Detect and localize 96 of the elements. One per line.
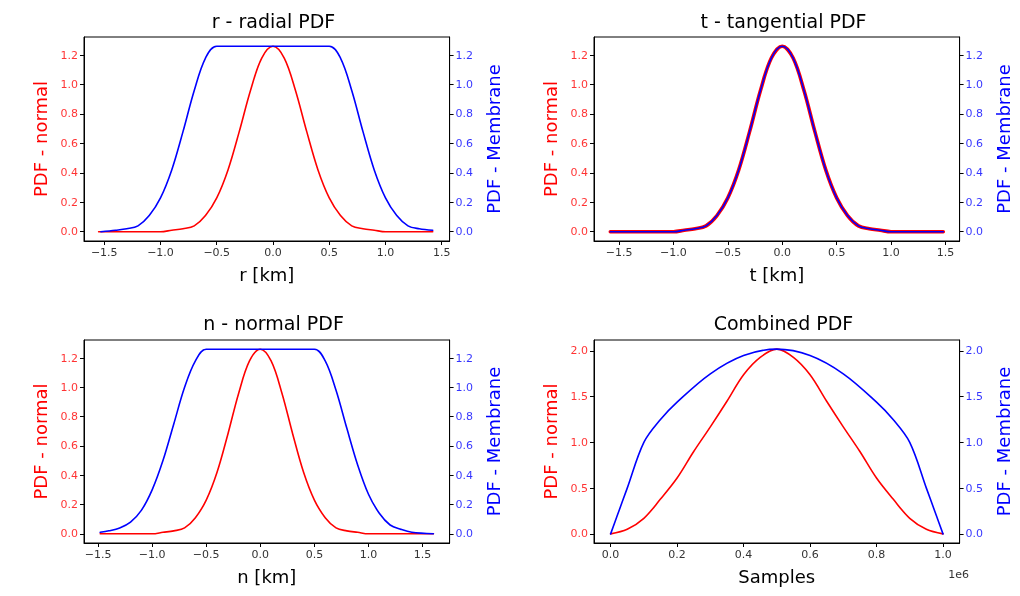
y-tick-label: 0.2 — [60, 195, 78, 209]
y-tick-label: 0.0 — [570, 225, 588, 239]
y-tick-label: 1.0 — [60, 78, 78, 92]
x-tick-label: 1.0 — [376, 246, 395, 259]
chart-title: t - tangential PDF — [700, 9, 867, 32]
y2-tick-label: 1.0 — [965, 435, 984, 449]
y-axis-title: PDF - normal — [540, 383, 562, 500]
y-tick-label: 1.2 — [60, 351, 78, 365]
x-tick-label: 1.0 — [882, 246, 900, 259]
y2-tick-label: 1.2 — [965, 48, 984, 62]
x-axis-title: t [km] — [749, 263, 805, 285]
chart-title: n - normal PDF — [203, 311, 344, 334]
y-tick-label: 0.6 — [60, 136, 78, 150]
x-tick-label: −1.0 — [147, 246, 174, 259]
y2-tick-label: 0.6 — [455, 136, 474, 150]
y-tick-label: 0.4 — [60, 166, 78, 180]
x-tick-label: −1.5 — [90, 246, 118, 259]
chart-title: r - radial PDF — [211, 9, 336, 32]
y2-tick-label: 0.8 — [455, 107, 474, 121]
y2-tick-label: 0.2 — [455, 195, 474, 209]
y2-tick-label: 2.0 — [965, 344, 984, 358]
y2-tick-label: 1.2 — [455, 48, 474, 62]
x-tick-label: 1.0 — [359, 548, 378, 561]
y2-tick-label: 0.0 — [455, 527, 474, 541]
x-tick-label: 0.0 — [773, 246, 791, 259]
y2-tick-label: 0.4 — [455, 468, 474, 482]
y2-tick-label: 0.0 — [965, 527, 984, 541]
y-tick-label: 0.0 — [60, 527, 78, 541]
y2-tick-label: 1.0 — [965, 78, 984, 92]
y2-axis-title: PDF - Membrane — [482, 64, 504, 214]
x-tick-label: 0.0 — [601, 548, 620, 561]
y2-tick-label: 1.5 — [965, 390, 984, 404]
y2-tick-label: 1.0 — [455, 380, 474, 394]
y-axis-title: PDF - normal — [540, 80, 562, 198]
x-axis-title: r [km] — [239, 263, 295, 285]
x-tick-label: −0.5 — [203, 246, 231, 259]
y2-tick-label: 0.2 — [965, 195, 984, 209]
y-tick-label: 0.0 — [570, 527, 588, 541]
x-tick-label: −0.5 — [192, 548, 220, 561]
y-tick-label: 0.4 — [570, 166, 588, 180]
y-tick-label: 0.8 — [570, 107, 588, 121]
y2-axis-title: PDF - Membrane — [992, 366, 1014, 517]
x-tick-label: 0.5 — [320, 246, 338, 259]
x-tick-label: −1.0 — [138, 548, 166, 561]
x-tick-label: 0.2 — [668, 548, 686, 561]
y-axis-title: PDF - normal — [30, 80, 52, 198]
y2-tick-label: 0.4 — [455, 166, 474, 180]
y2-axis-title: PDF - Membrane — [482, 366, 504, 517]
y-tick-label: 1.0 — [570, 78, 588, 92]
y2-tick-label: 0.8 — [965, 107, 984, 121]
y2-tick-label: 0.6 — [455, 439, 474, 453]
chart-title: Combined PDF — [713, 311, 854, 334]
y-tick-label: 1.2 — [60, 48, 78, 62]
x-tick-label: 0.4 — [734, 548, 753, 561]
y2-tick-label: 1.0 — [455, 78, 474, 92]
x-tick-label: 1.5 — [432, 246, 451, 259]
x-tick-label: 0.6 — [801, 548, 819, 561]
text: 1e6 — [948, 568, 969, 581]
x-tick-label: −1.0 — [660, 246, 687, 259]
x-tick-label: 0.5 — [305, 548, 324, 561]
y-tick-label: 0.8 — [60, 107, 78, 121]
y-tick-label: 0.8 — [60, 410, 78, 424]
y-tick-label: 0.6 — [570, 136, 588, 150]
x-tick-label: 1.5 — [413, 548, 432, 561]
y-tick-label: 0.5 — [570, 481, 588, 495]
y-tick-label: 1.2 — [570, 48, 588, 62]
y2-tick-label: 1.2 — [455, 351, 474, 365]
x-tick-label: 0.5 — [827, 246, 846, 259]
x-tick-label: 1.5 — [936, 246, 955, 259]
x-tick-label: −1.5 — [84, 548, 112, 561]
y2-tick-label: 0.0 — [965, 225, 984, 239]
x-tick-label: 1.0 — [934, 548, 952, 561]
x-tick-label: 0.0 — [251, 548, 270, 561]
y-tick-label: 0.6 — [60, 439, 78, 453]
y2-axis-title: PDF - Membrane — [992, 64, 1014, 214]
x-tick-label: 0.8 — [867, 548, 886, 561]
y-tick-label: 0.2 — [570, 195, 588, 209]
y2-tick-label: 0.6 — [965, 136, 984, 150]
y-tick-label: 2.0 — [570, 344, 588, 358]
x-axis-title: Samples — [738, 565, 816, 587]
y-tick-label: 1.0 — [60, 380, 78, 394]
x-tick-label: 0.0 — [264, 246, 282, 259]
y2-tick-label: 0.4 — [965, 166, 984, 180]
x-axis-title: n [km] — [237, 565, 297, 587]
y2-tick-label: 0.2 — [455, 497, 474, 511]
y-axis-title: PDF - normal — [30, 383, 52, 500]
y2-tick-label: 0.5 — [965, 481, 984, 495]
y-tick-label: 1.5 — [570, 390, 588, 404]
y-tick-label: 0.0 — [60, 225, 78, 239]
x-tick-label: −1.5 — [605, 246, 633, 259]
y2-tick-label: 0.0 — [455, 225, 474, 239]
y-tick-label: 1.0 — [570, 435, 588, 449]
y2-tick-label: 0.8 — [455, 410, 474, 424]
y-tick-label: 0.2 — [60, 497, 78, 511]
y-tick-label: 0.4 — [60, 468, 78, 482]
x-tick-label: −0.5 — [714, 246, 742, 259]
